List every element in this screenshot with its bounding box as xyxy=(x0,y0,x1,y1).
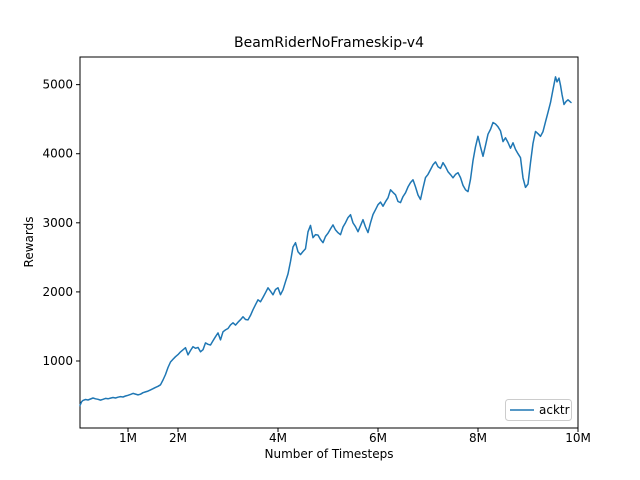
x-tick-label: 2M xyxy=(169,431,187,445)
legend-box xyxy=(505,399,572,421)
x-axis-label: Number of Timesteps xyxy=(265,447,394,461)
y-tick-label: 2000 xyxy=(42,285,73,299)
plot-area-border xyxy=(79,56,579,429)
y-tick-label: 5000 xyxy=(42,78,73,92)
chart-title: BeamRiderNoFrameskip-v4 xyxy=(234,35,424,51)
y-axis-label: Rewards xyxy=(22,217,36,268)
x-tick-label: 6M xyxy=(369,431,387,445)
x-tick-label: 10M xyxy=(565,431,591,445)
legend-label: acktr xyxy=(539,403,570,417)
y-tick-label: 3000 xyxy=(42,216,73,230)
x-tick-label: 8M xyxy=(469,431,487,445)
series-line-acktr xyxy=(79,76,572,407)
x-axis: 1M 2M 4M 6M 8M 10M xyxy=(119,428,591,445)
y-tick-label: 4000 xyxy=(42,147,73,161)
x-tick-label: 1M xyxy=(119,431,137,445)
x-tick-label: 4M xyxy=(269,431,287,445)
y-axis: 1000 2000 3000 4000 5000 xyxy=(42,78,80,368)
legend: acktr xyxy=(505,399,572,421)
y-tick-label: 1000 xyxy=(42,354,73,368)
